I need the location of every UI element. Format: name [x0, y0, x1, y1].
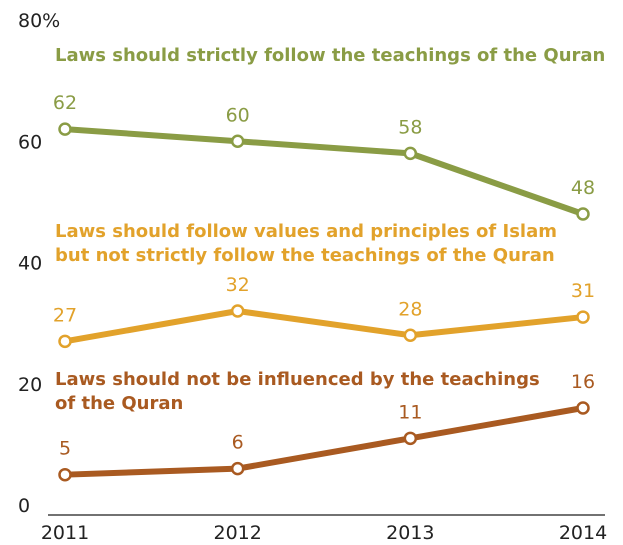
data-point: [403, 431, 418, 446]
data-label: 60: [226, 104, 250, 126]
series-label-2: Laws should follow values and principles…: [55, 221, 557, 242]
data-point: [576, 207, 590, 221]
series-line-1: [62, 126, 586, 217]
series-line-3: [62, 405, 586, 478]
data-label: 27: [53, 304, 77, 326]
data-label: 32: [226, 274, 250, 296]
x-tick-label: 2014: [559, 522, 607, 544]
series-label-1: Laws should strictly follow the teaching…: [55, 45, 605, 66]
data-label: 5: [59, 438, 71, 460]
data-label: 48: [571, 177, 595, 199]
x-tick-label: 2013: [386, 522, 434, 544]
data-point: [403, 328, 418, 342]
series-lines: [62, 126, 586, 478]
data-point: [58, 467, 72, 482]
data-label: 28: [398, 298, 422, 320]
data-point: [58, 122, 72, 136]
data-point: [230, 134, 245, 148]
y-tick-label: 40: [18, 253, 42, 275]
series-label-2: but not strictly follow the teachings of…: [55, 245, 555, 266]
data-label: 62: [53, 92, 77, 114]
x-tick-label: 2011: [41, 522, 89, 544]
series-label-3: of the Quran: [55, 393, 183, 414]
x-axis-ticks: 2011 2012 2013 2014: [41, 522, 607, 544]
data-point: [403, 146, 418, 161]
data-point: [576, 310, 590, 324]
data-label: 58: [398, 116, 422, 138]
data-point: [230, 304, 245, 318]
y-axis-ticks: 0 20 40 60 80%: [18, 10, 60, 517]
data-point: [58, 334, 72, 349]
data-label: 11: [398, 401, 422, 423]
data-point: [230, 461, 245, 476]
data-label: 6: [232, 432, 244, 454]
y-tick-label: 80%: [18, 10, 60, 32]
x-tick-label: 2012: [213, 522, 261, 544]
series-labels: Laws should strictly follow the teaching…: [55, 45, 605, 414]
y-tick-label: 0: [18, 495, 30, 517]
series-line-2: [62, 308, 586, 345]
series-points: [58, 122, 590, 482]
series-label-3: Laws should not be influenced by the tea…: [55, 369, 540, 390]
data-label: 31: [571, 280, 595, 302]
y-tick-label: 20: [18, 374, 42, 396]
y-tick-label: 60: [18, 131, 42, 153]
value-labels: 62 60 58 48 27 32 28 31 5 6 11 16: [53, 92, 595, 460]
data-label: 16: [571, 371, 595, 393]
data-point: [576, 401, 590, 415]
